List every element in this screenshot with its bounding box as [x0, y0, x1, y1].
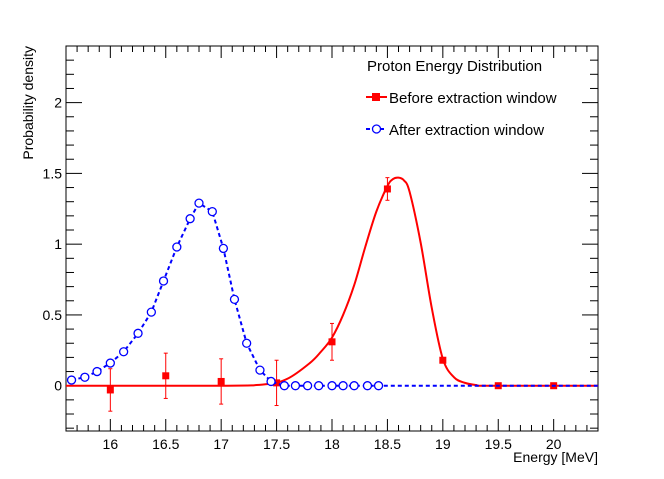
y-axis-title: Probability density — [20, 46, 36, 160]
y-tick-label: 0 — [54, 378, 62, 394]
legend: Proton Energy Distribution Before extrac… — [366, 58, 557, 139]
x-tick-label: 20 — [546, 436, 562, 452]
after-data-point — [207, 206, 217, 217]
after-data-point — [118, 347, 129, 357]
before-data-point — [328, 338, 336, 346]
after-data-point — [314, 381, 324, 391]
y-tick-label: 2 — [54, 95, 62, 111]
after-data-point — [158, 276, 169, 286]
axis-ticks: 16 16.5 17 17.5 18 18.5 19 19.5 20 0 0.5 1 1.5 2 — [43, 45, 599, 452]
legend-title: Proton Energy Distribution — [367, 58, 542, 75]
after-data-point — [80, 372, 90, 382]
x-tick-label: 16 — [103, 436, 119, 452]
after-data-point — [338, 381, 348, 391]
after-data-point — [362, 381, 373, 391]
x-tick-label: 19.5 — [485, 436, 512, 452]
after-data-point — [185, 214, 195, 224]
before-data-point — [217, 377, 225, 385]
x-tick-label: 17.5 — [263, 436, 290, 452]
before-data-point — [383, 185, 391, 193]
after-data-point — [105, 358, 115, 368]
after-data-point — [133, 328, 143, 338]
after-data-point — [194, 198, 204, 208]
x-tick-label: 17 — [213, 436, 229, 452]
after-data-point — [373, 381, 384, 391]
legend-before-label: Before extraction window — [389, 90, 557, 107]
y-tick-label: 1 — [54, 236, 62, 252]
after-data-point — [218, 243, 229, 254]
after-data-point — [146, 307, 156, 317]
before-data-point — [273, 379, 281, 387]
x-tick-label: 16.5 — [152, 436, 179, 452]
after-data-point — [229, 294, 240, 305]
before-series-line — [65, 176, 599, 387]
after-data-point — [266, 376, 276, 387]
x-axis-title: Energy [MeV] — [513, 449, 598, 465]
after-data-point — [327, 381, 337, 391]
after-data-point — [349, 381, 359, 391]
legend-after-marker — [371, 124, 382, 134]
series-layer — [65, 176, 599, 412]
after-data-point — [242, 338, 252, 348]
after-data-point — [66, 375, 77, 385]
after-data-point — [92, 366, 102, 377]
x-tick-label: 18 — [324, 436, 340, 452]
before-data-point — [439, 356, 447, 364]
x-tick-label: 18.5 — [374, 436, 401, 452]
y-tick-label: 0.5 — [43, 307, 63, 323]
legend-after-label: After extraction window — [389, 122, 544, 139]
after-data-point — [279, 381, 289, 391]
after-data-point — [172, 242, 182, 252]
before-data-point — [162, 372, 170, 380]
legend-before-marker — [372, 93, 380, 101]
after-data-point — [255, 365, 265, 375]
after-data-point — [302, 381, 313, 391]
x-tick-label: 19 — [435, 436, 451, 452]
y-tick-label: 1.5 — [43, 165, 63, 181]
after-data-point — [290, 381, 301, 391]
before-data-point — [106, 386, 114, 394]
